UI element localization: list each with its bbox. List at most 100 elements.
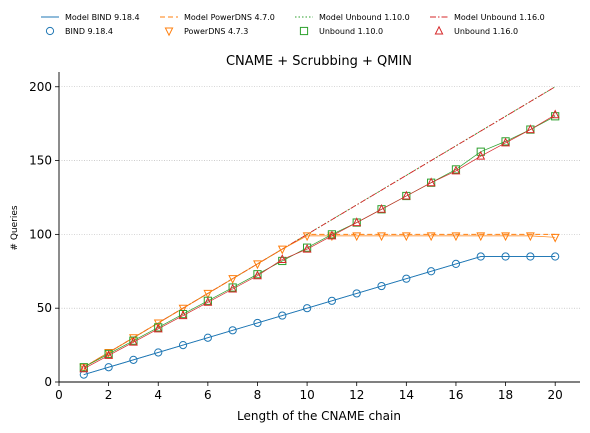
data-point-4-12 [377, 281, 386, 291]
series-0 [83, 256, 556, 376]
data-point-4-8 [278, 311, 287, 320]
data-point-4-11 [352, 289, 361, 298]
data-point-7-17 [501, 137, 510, 147]
series-1 [83, 233, 556, 368]
legend-entry-0: Model BIND 9.18.4 [41, 13, 140, 22]
data-point-4-1 [104, 363, 113, 372]
legend-label-7: Unbound 1.16.0 [454, 27, 518, 36]
data-point-5-14 [426, 232, 436, 242]
series-4 [79, 252, 560, 379]
legend-entry-6: Unbound 1.10.0 [299, 26, 383, 36]
series-line-6 [83, 115, 556, 368]
legend-label-2: Model Unbound 1.10.0 [319, 13, 410, 22]
plot-area [79, 86, 560, 379]
chart-title: CNAME + Scrubbing + QMIN [226, 54, 412, 69]
data-point-5-16 [476, 232, 486, 242]
data-point-4-10 [327, 296, 337, 305]
data-point-4-13 [402, 274, 411, 283]
legend-entry-2: Model Unbound 1.10.0 [295, 13, 410, 22]
legend-entry-7: Unbound 1.16.0 [434, 25, 518, 36]
x-tick-label-10: 20 [548, 388, 563, 402]
data-point-7-14 [426, 177, 436, 187]
data-point-7-1 [104, 350, 114, 359]
y-axis-label: # Queries [10, 205, 20, 250]
data-point-7-6 [228, 283, 238, 293]
legend-entry-1: Model PowerDNS 4.7.0 [160, 13, 275, 22]
legend-label-3: Model Unbound 1.16.0 [454, 13, 545, 22]
data-point-7-5 [203, 296, 213, 306]
data-point-7-7 [253, 270, 262, 280]
data-point-7-0 [79, 363, 89, 373]
data-point-7-10 [327, 230, 337, 240]
data-point-4-6 [228, 326, 237, 335]
data-point-5-4 [178, 304, 188, 314]
series-3 [83, 86, 556, 368]
legend-swatch-7 [434, 25, 444, 35]
y-tick-label-0: 0 [44, 375, 52, 389]
data-point-4-17 [501, 252, 510, 261]
legend-label-6: Unbound 1.10.0 [319, 27, 383, 36]
data-point-4-16 [476, 252, 485, 261]
data-point-7-19 [550, 109, 560, 119]
data-point-5-5 [203, 289, 213, 299]
data-point-7-4 [178, 310, 188, 320]
legend-label-1: Model PowerDNS 4.7.0 [184, 13, 275, 22]
data-point-5-15 [451, 232, 461, 242]
legend-entry-5: PowerDNS 4.7.3 [164, 27, 248, 37]
data-point-7-3 [153, 323, 163, 333]
x-axis-label: Length of the CNAME chain [237, 409, 401, 423]
legend-label-0: Model BIND 9.18.4 [65, 13, 140, 22]
data-point-5-2 [129, 334, 138, 344]
series-line-5 [83, 235, 556, 368]
data-point-7-18 [525, 124, 535, 134]
grid [59, 86, 580, 309]
x-tick-label-7: 14 [399, 388, 414, 402]
data-point-4-19 [551, 252, 560, 261]
x-tick-label-6: 12 [349, 388, 364, 402]
data-point-7-12 [377, 203, 386, 213]
legend-label-5: PowerDNS 4.7.3 [184, 27, 248, 36]
legend-entry-3: Model Unbound 1.16.0 [430, 13, 545, 22]
x-tick-label-8: 16 [448, 388, 463, 402]
legend-label-4: BIND 9.18.4 [65, 27, 113, 36]
data-point-6-19 [551, 112, 560, 121]
legend: Model BIND 9.18.4 Model PowerDNS 4.7.0 Mod… [41, 13, 545, 37]
data-point-7-15 [451, 165, 461, 175]
x-tick-label-2: 4 [154, 388, 162, 402]
data-point-7-13 [401, 190, 411, 200]
x-tick-label-9: 18 [498, 388, 513, 402]
legend-swatch-5 [164, 27, 174, 37]
data-point-5-13 [401, 232, 411, 242]
data-point-7-16 [476, 150, 486, 160]
data-point-4-4 [178, 340, 188, 350]
data-point-4-5 [203, 333, 212, 342]
x-tick-label-5: 10 [299, 388, 314, 402]
data-point-6-16 [476, 147, 485, 156]
data-point-5-7 [253, 260, 262, 270]
data-point-5-12 [377, 232, 386, 242]
data-point-7-8 [277, 254, 287, 263]
x-tick-label-0: 0 [55, 388, 63, 402]
data-point-5-11 [352, 232, 362, 242]
legend-swatch-6 [299, 26, 309, 36]
data-point-4-18 [526, 252, 535, 261]
series-line-7 [83, 114, 556, 370]
x-tick-label-3: 6 [204, 388, 212, 402]
data-point-4-3 [154, 348, 163, 357]
data-point-4-7 [253, 318, 262, 328]
data-point-7-9 [302, 243, 312, 253]
y-tick-label-3: 150 [29, 154, 52, 168]
data-point-6-8 [278, 256, 287, 266]
legend-entry-4: BIND 9.18.4 [45, 26, 113, 36]
data-point-5-17 [501, 232, 510, 242]
data-point-4-9 [302, 304, 312, 313]
data-point-5-8 [277, 245, 287, 255]
data-point-4-2 [129, 355, 138, 364]
y-tick-label-1: 50 [37, 301, 52, 315]
series-line-1 [83, 233, 556, 368]
series-line-3 [83, 86, 556, 368]
data-point-5-18 [525, 232, 535, 242]
data-point-5-9 [302, 232, 312, 242]
